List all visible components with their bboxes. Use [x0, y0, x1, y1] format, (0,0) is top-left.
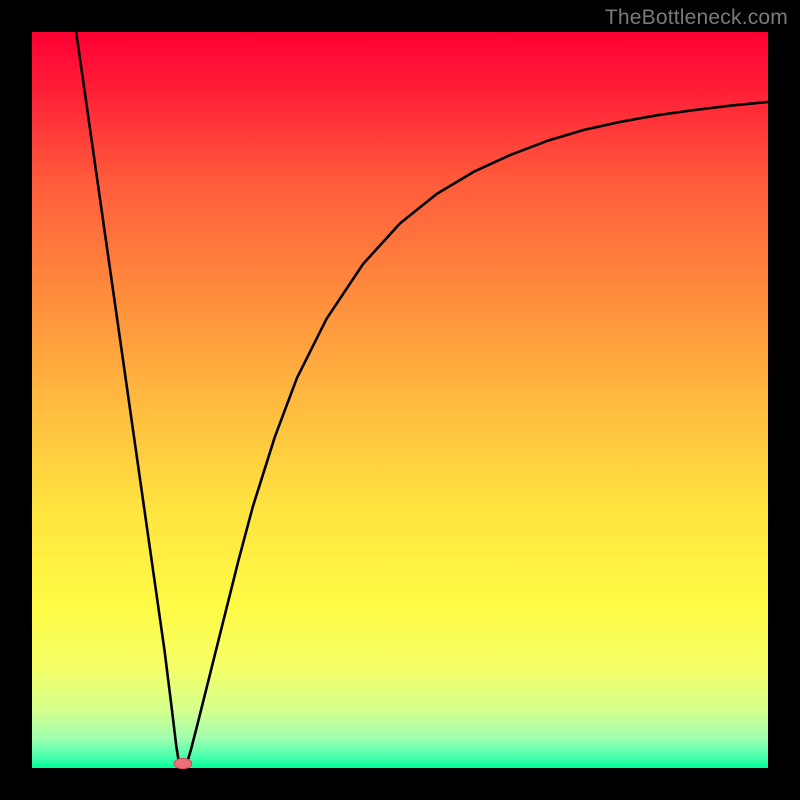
bottleneck-chart: [0, 0, 800, 800]
chart-container: TheBottleneck.com: [0, 0, 800, 800]
watermark-text: TheBottleneck.com: [605, 6, 788, 30]
